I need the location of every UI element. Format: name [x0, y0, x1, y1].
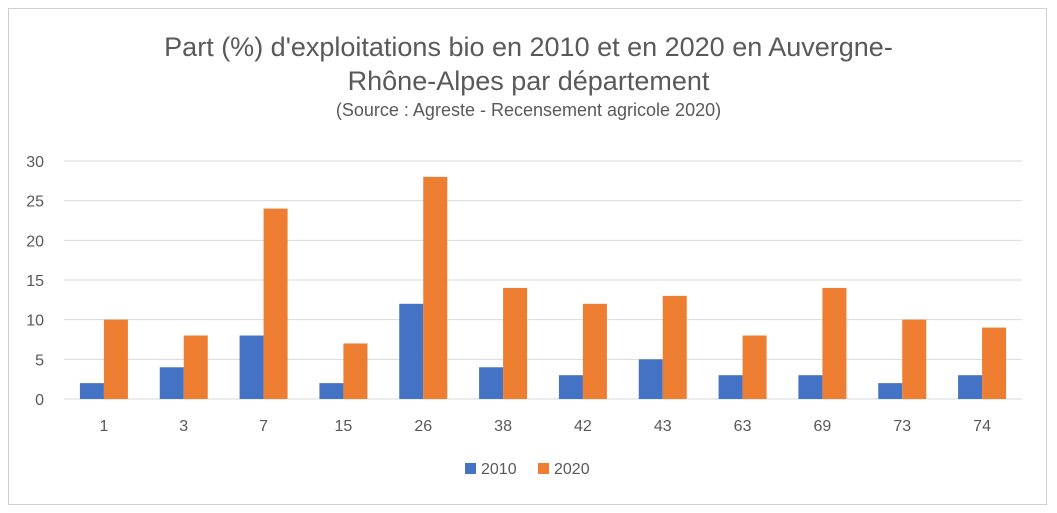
y-tick-label: 20: [26, 233, 44, 250]
bar-2020-1: [103, 319, 128, 399]
bar-2010-3: [159, 367, 184, 399]
legend-label-2020: 2020: [554, 461, 590, 478]
legend: 2010 2020: [465, 461, 590, 478]
y-tick-label: 0: [35, 392, 44, 409]
bar-2020-38: [503, 287, 528, 399]
y-tick-label: 25: [26, 194, 44, 211]
y-tick-label: 10: [26, 313, 44, 330]
bar-2010-74: [958, 375, 983, 399]
bar-2010-63: [718, 375, 743, 399]
y-tick-label: 30: [26, 154, 44, 171]
bar-2020-26: [423, 176, 448, 399]
bar-2010-43: [638, 359, 663, 399]
x-tick-label: 3: [179, 418, 188, 435]
x-tick-label: 7: [259, 418, 268, 435]
bar-2010-7: [239, 335, 264, 399]
x-tick-label: 69: [814, 418, 832, 435]
x-tick-label: 15: [335, 418, 353, 435]
y-tick-label: 15: [26, 273, 44, 290]
x-tick-label: 26: [414, 418, 432, 435]
x-tick-label: 63: [734, 418, 752, 435]
x-tick-label: 42: [574, 418, 592, 435]
chart-frame: [8, 8, 1047, 505]
bar-2010-1: [79, 383, 104, 399]
x-tick-label: 43: [654, 418, 672, 435]
bar-2010-15: [319, 383, 344, 399]
bars: [79, 176, 1007, 399]
chart-title-line-1: Part (%) d'exploitations bio en 2010 et …: [164, 32, 893, 62]
y-axis-ticks: 0 5 10 15 20 25 30: [26, 154, 44, 409]
bar-2020-43: [662, 295, 687, 399]
legend-swatch-2020: [538, 463, 549, 474]
bar-2010-73: [878, 383, 903, 399]
x-tick-label: 73: [893, 418, 911, 435]
bar-2020-15: [343, 343, 368, 399]
bar-2010-26: [399, 303, 424, 399]
x-tick-label: 1: [99, 418, 108, 435]
bar-2020-74: [982, 327, 1007, 399]
gridlines: [64, 160, 1022, 400]
bar-2020-3: [183, 335, 208, 399]
y-tick-label: 5: [35, 352, 44, 369]
bar-2010-38: [479, 367, 504, 399]
legend-swatch-2010: [465, 463, 476, 474]
bar-2020-73: [902, 319, 927, 399]
bar-2010-42: [558, 375, 583, 399]
bar-2010-69: [798, 375, 823, 399]
chart-title-line-2: Rhône-Alpes par département: [347, 66, 710, 96]
chart-title: Part (%) d'exploitations bio en 2010 et …: [0, 30, 1057, 122]
bar-2020-7: [263, 208, 288, 399]
legend-label-2010: 2010: [481, 461, 517, 478]
bar-2020-42: [582, 303, 607, 399]
bar-2020-63: [742, 335, 767, 399]
bar-2020-69: [822, 287, 847, 399]
x-axis-ticks: 1 3 7 15 26 38 42 43 63 69 73 74: [99, 418, 991, 435]
x-tick-label: 38: [494, 418, 512, 435]
x-tick-label: 74: [973, 418, 991, 435]
chart-subtitle: (Source : Agreste - Recensement agricole…: [335, 100, 722, 120]
